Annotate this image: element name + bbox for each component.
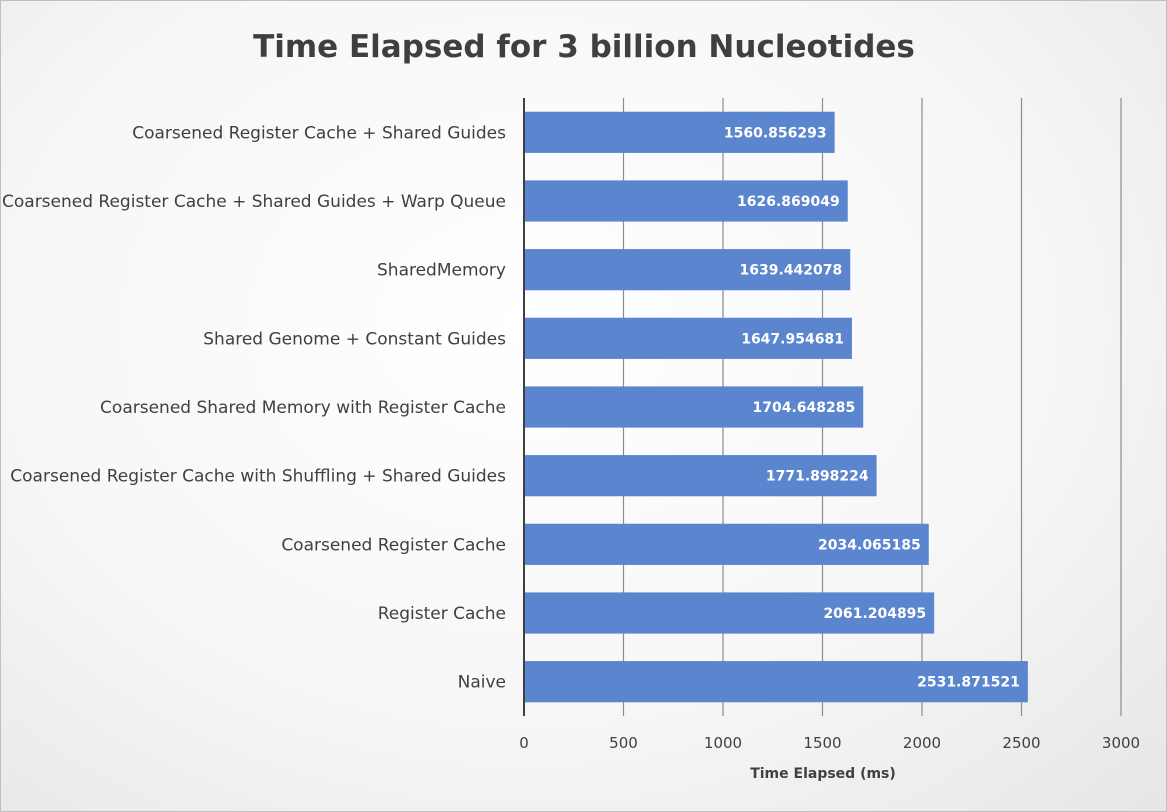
x-tick-labels: 0 500 1000 1500 2000 2500 3000	[519, 734, 1140, 752]
x-tick-label: 3000	[1102, 734, 1140, 752]
bar	[524, 180, 848, 222]
bar-data-label: 1626.869049	[737, 194, 840, 210]
x-tick-label: 2000	[903, 734, 941, 752]
category-labels: Coarsened Register Cache + Shared Guides…	[2, 123, 506, 692]
bar	[524, 455, 877, 497]
category-label: Coarsened Shared Memory with Register Ca…	[100, 398, 506, 418]
bar	[524, 317, 852, 359]
bars: 1560.856293 1626.869049 1639.442078 1647.95…	[524, 111, 1028, 703]
category-label: Coarsened Register Cache + Shared Guides	[132, 123, 506, 143]
x-tick-label: 500	[609, 734, 638, 752]
bar	[524, 249, 851, 291]
category-label: Coarsened Register Cache	[281, 535, 506, 555]
bar-data-label: 1647.954681	[741, 331, 844, 347]
bar	[524, 386, 864, 428]
bar-data-label: 1704.648285	[752, 400, 855, 416]
bar	[524, 111, 835, 153]
x-tick-label: 0	[519, 734, 529, 752]
bar-data-label: 2531.871521	[917, 675, 1020, 691]
bar-data-label: 2061.204895	[823, 606, 926, 622]
bar-data-label: 1639.442078	[740, 263, 843, 279]
chart-title: Time Elapsed for 3 billion Nucleotides	[253, 29, 915, 65]
x-axis-title: Time Elapsed (ms)	[750, 766, 896, 782]
category-label: Naive	[458, 673, 506, 693]
category-label: Coarsened Register Cache + Shared Guides…	[2, 192, 506, 212]
bar-data-label: 1560.856293	[724, 125, 827, 141]
category-label: Register Cache	[378, 604, 506, 624]
bar	[524, 592, 935, 634]
category-label: Shared Genome + Constant Guides	[203, 329, 506, 349]
category-label: Coarsened Register Cache with Shuffling …	[10, 467, 506, 487]
category-label: SharedMemory	[377, 261, 506, 281]
bar	[524, 661, 1028, 703]
x-tick-label: 1000	[704, 734, 742, 752]
bar	[524, 523, 929, 565]
x-tick-label: 1500	[803, 734, 841, 752]
bar-data-label: 2034.065185	[818, 537, 921, 553]
x-tick-label: 2500	[1002, 734, 1040, 752]
bar-data-label: 1771.898224	[766, 469, 869, 485]
